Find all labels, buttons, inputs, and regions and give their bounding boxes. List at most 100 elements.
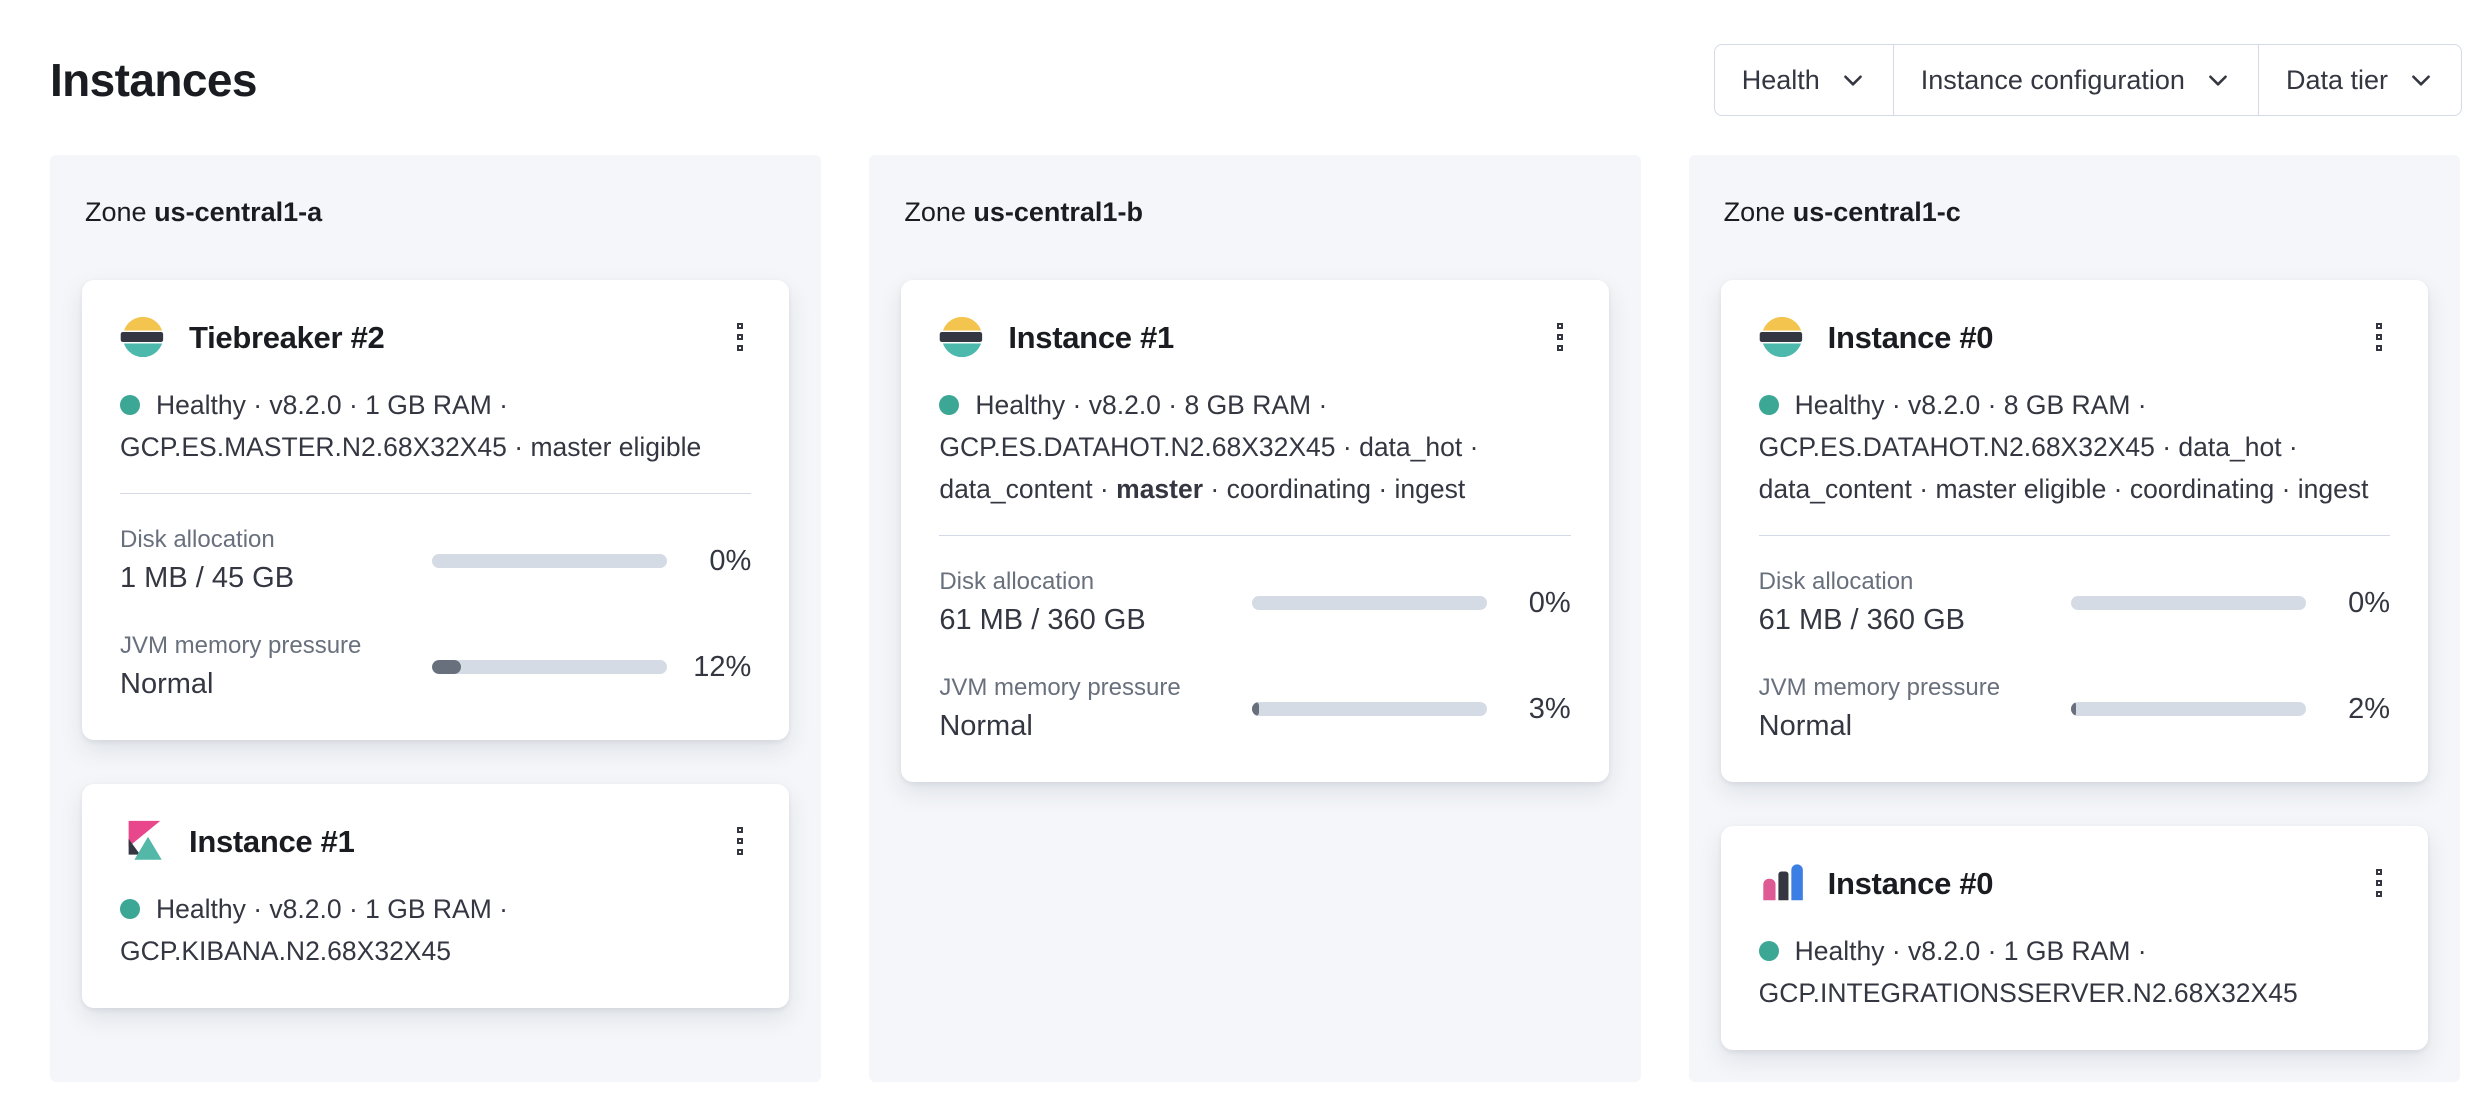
meta-line: Healthy · v8.2.0 · 1 GB RAM ·	[156, 390, 508, 421]
zone-panel-us-central1-c: Zone us-central1-c Instance #0 Healthy ·…	[1688, 155, 2460, 1083]
meta-line: data_content · master eligible · coordin…	[1758, 474, 2369, 505]
metric-jvm-memory-pressure: JVM memory pressure Normal 3%	[939, 672, 1570, 746]
instance-meta: Healthy · v8.2.0 · 8 GB RAM · GCP.ES.DAT…	[939, 384, 1570, 510]
zone-label: Zone us-central1-a	[85, 197, 323, 227]
metric-label: Disk allocation	[120, 526, 275, 554]
filter-data-tier-button[interactable]: Data tier	[2257, 45, 2461, 115]
metric-percent: 0%	[1528, 586, 1571, 619]
metric-label: JVM memory pressure	[1758, 674, 2001, 702]
integrations-server-icon	[1759, 860, 1805, 906]
progress-bar-fill	[2070, 702, 2076, 717]
filter-instance-configuration-label: Instance configuration	[1920, 64, 2185, 95]
metric-percent: 12%	[693, 650, 752, 683]
meta-line: Healthy · v8.2.0 · 1 GB RAM ·	[1794, 936, 2147, 967]
metric-label: JVM memory pressure	[939, 674, 1181, 702]
zone-panel-us-central1-b: Zone us-central1-b Instance #1 Healthy ·…	[869, 155, 1641, 1083]
meta-line: Healthy · v8.2.0 · 1 GB RAM ·	[156, 894, 508, 925]
elasticsearch-icon	[120, 314, 166, 360]
instance-card-integrations-0: Instance #0 Healthy · v8.2.0 · 1 GB RAM …	[1720, 826, 2428, 1051]
zone-name: us-central1-a	[154, 197, 323, 227]
instance-card-es-1: Instance #1 Healthy · v8.2.0 · 8 GB RAM …	[901, 280, 1609, 783]
kebab-menu-icon[interactable]	[1549, 315, 1571, 359]
kebab-menu-icon[interactable]	[2368, 861, 2390, 905]
metric-value: Normal	[1758, 710, 1853, 743]
health-dot-icon	[1758, 941, 1779, 962]
progress-bar	[2070, 702, 2306, 717]
chevron-down-icon	[2408, 67, 2434, 93]
filter-group: Health Instance configuration Data tier	[1713, 44, 2462, 116]
progress-bar	[432, 660, 668, 675]
metric-value: 1 MB / 45 GB	[120, 562, 295, 595]
metric-percent: 0%	[709, 544, 752, 577]
elasticsearch-icon	[1759, 314, 1805, 360]
meta-line: GCP.KIBANA.N2.68X32X45	[120, 936, 451, 967]
page-header: Instances Health Instance configuration …	[0, 0, 2490, 116]
instance-title: Instance #0	[1827, 319, 1994, 355]
kibana-icon	[120, 818, 166, 864]
metric-percent: 0%	[2348, 586, 2390, 619]
kebab-menu-icon[interactable]	[2368, 315, 2390, 359]
progress-bar-fill	[432, 660, 461, 675]
metric-label: JVM memory pressure	[120, 632, 362, 660]
metric-jvm-memory-pressure: JVM memory pressure Normal 12%	[120, 630, 751, 704]
health-dot-icon	[120, 899, 140, 920]
metric-value: Normal	[939, 710, 1033, 743]
metric-label: Disk allocation	[1758, 568, 1914, 596]
card-header: Instance #1	[939, 314, 1570, 360]
instance-card-kibana-1: Instance #1 Healthy · v8.2.0 · 1 GB RAM …	[82, 784, 790, 1009]
card-divider	[120, 493, 752, 495]
instance-title: Instance #1	[1008, 319, 1174, 355]
metric-value: 61 MB / 360 GB	[939, 604, 1146, 637]
instance-card-tiebreaker-2: Tiebreaker #2 Healthy · v8.2.0 · 1 GB RA…	[82, 280, 790, 741]
health-dot-icon	[939, 395, 960, 416]
zone-panel-us-central1-a: Zone us-central1-a Tiebreaker #2 Healthy…	[50, 155, 822, 1083]
metric-jvm-memory-pressure: JVM memory pressure Normal 2%	[1759, 672, 2390, 746]
meta-line: Healthy · v8.2.0 · 8 GB RAM ·	[975, 390, 1328, 421]
instance-meta: Healthy · v8.2.0 · 1 GB RAM · GCP.ES.MAS…	[120, 384, 751, 468]
meta-line: GCP.ES.DATAHOT.N2.68X32X45 · data_hot ·	[1758, 432, 2298, 463]
metric-percent: 2%	[2348, 692, 2390, 725]
meta-line: Healthy · v8.2.0 · 8 GB RAM ·	[1794, 390, 2147, 421]
progress-bar	[432, 554, 668, 569]
filter-health-button[interactable]: Health	[1715, 45, 1893, 115]
meta-line: GCP.INTEGRATIONSSERVER.N2.68X32X45	[1758, 978, 2298, 1009]
metric-disk-allocation: Disk allocation 61 MB / 360 GB 0%	[939, 566, 1570, 640]
chevron-down-icon	[2205, 67, 2231, 93]
instance-meta: Healthy · v8.2.0 · 1 GB RAM · GCP.INTEGR…	[1758, 930, 2390, 1014]
instance-card-es-0: Instance #0 Healthy · v8.2.0 · 8 GB RAM …	[1720, 280, 2428, 783]
metric-percent: 3%	[1528, 692, 1571, 725]
zones-grid: Zone us-central1-a Tiebreaker #2 Healthy…	[0, 116, 2490, 1083]
elasticsearch-icon	[939, 314, 985, 360]
kebab-menu-icon[interactable]	[729, 819, 751, 863]
card-header: Instance #0	[1759, 314, 2390, 360]
meta-line: GCP.ES.DATAHOT.N2.68X32X45 · data_hot ·	[939, 432, 1479, 463]
instance-title: Tiebreaker #2	[189, 319, 385, 355]
meta-line: data_content · master · coordinating · i…	[939, 474, 1466, 505]
metrics: Disk allocation 1 MB / 45 GB 0% JVM memo…	[120, 524, 751, 704]
metric-disk-allocation: Disk allocation 1 MB / 45 GB 0%	[120, 524, 751, 598]
zone-label: Zone us-central1-c	[1723, 197, 1961, 227]
zone-name: us-central1-c	[1792, 197, 1961, 227]
metric-label: Disk allocation	[939, 568, 1095, 596]
meta-line: GCP.ES.MASTER.N2.68X32X45 · master eligi…	[120, 432, 702, 463]
health-dot-icon	[120, 395, 140, 416]
kebab-menu-icon[interactable]	[729, 315, 751, 359]
card-header: Tiebreaker #2	[120, 314, 751, 360]
card-header: Instance #1	[120, 818, 751, 864]
card-divider	[1758, 535, 2390, 537]
zone-label: Zone us-central1-b	[904, 197, 1143, 227]
health-dot-icon	[1758, 395, 1779, 416]
metric-disk-allocation: Disk allocation 61 MB / 360 GB 0%	[1759, 566, 2390, 640]
chevron-down-icon	[1840, 67, 1866, 93]
page-title: Instances	[50, 53, 257, 106]
metrics: Disk allocation 61 MB / 360 GB 0% JVM me…	[1759, 566, 2390, 746]
zone-name: us-central1-b	[973, 197, 1143, 227]
instance-title: Instance #0	[1827, 865, 1994, 901]
metrics: Disk allocation 61 MB / 360 GB 0% JVM me…	[939, 566, 1570, 746]
card-header: Instance #0	[1759, 860, 2390, 906]
progress-bar-fill	[1251, 702, 1259, 717]
card-divider	[939, 535, 1571, 537]
filter-health-label: Health	[1741, 64, 1820, 95]
metric-value: Normal	[120, 668, 214, 701]
filter-instance-configuration-button[interactable]: Instance configuration	[1892, 45, 2258, 115]
